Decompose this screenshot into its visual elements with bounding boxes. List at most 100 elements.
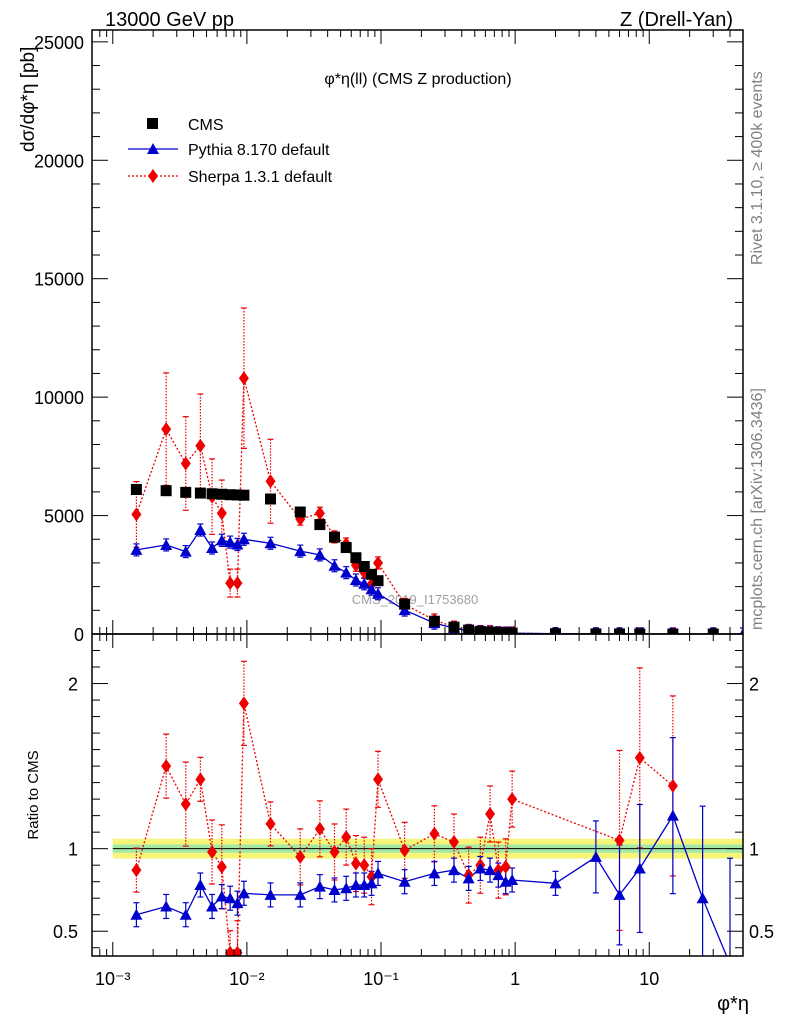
cms-point — [372, 575, 384, 587]
pythia-ratio-point — [215, 890, 228, 902]
pythia-point — [349, 573, 362, 585]
cms-point — [329, 531, 341, 543]
pythia-ratio-point — [462, 872, 475, 884]
pythia-ratio-point — [237, 887, 250, 899]
sherpa-ratio-point — [366, 869, 377, 884]
cms-point — [160, 485, 172, 497]
pythia-ratio-point — [696, 892, 709, 904]
sherpa-ratio-point — [634, 750, 645, 765]
cms-point — [500, 627, 512, 634]
cms-point — [224, 489, 236, 501]
x-axis-label: φ*η — [717, 993, 749, 1015]
bottom-ylabel: Ratio to CMS — [25, 750, 42, 839]
cms-point — [634, 628, 646, 634]
top-title: φ*η(ll) (CMS Z production) — [324, 71, 511, 88]
header-right-label: Z (Drell-Yan) — [620, 9, 733, 31]
x-tick-label: 10⁻² — [229, 969, 265, 989]
legend-marker-sherpa — [148, 169, 158, 183]
cms-point — [265, 493, 277, 505]
sherpa-ratio-point — [329, 844, 340, 859]
cms-point — [399, 598, 411, 610]
header-left-label: 13000 GeV pp — [105, 9, 234, 31]
ratio-y-tick-label: 0.5 — [53, 922, 78, 942]
rivet-label: Rivet 3.1.10, ≥ 400k events — [749, 71, 766, 265]
pythia-point — [365, 583, 378, 595]
y-tick-label: 10000 — [34, 388, 84, 408]
cms-point — [358, 560, 370, 572]
pythia-point — [294, 545, 307, 557]
cms-point — [314, 519, 326, 531]
pythia-ratio-point — [160, 900, 173, 912]
y-tick-label: 25000 — [34, 33, 84, 53]
sherpa-ratio-point — [373, 772, 384, 787]
sherpa-ratio-point — [225, 945, 236, 956]
pythia-ratio-point — [447, 864, 460, 876]
pythia-ratio-point — [666, 809, 679, 821]
top-ylabel: dσ/dφ*η [pb] — [18, 47, 39, 152]
cms-point — [216, 488, 228, 500]
cms-point — [667, 628, 679, 634]
cms-point — [238, 489, 250, 501]
x-tick-label: 10 — [639, 969, 659, 989]
sherpa-point — [232, 576, 243, 591]
sherpa-ratio-point — [195, 772, 206, 787]
pythia-ratio-point — [549, 877, 562, 889]
pythia-point — [194, 524, 207, 536]
cms-point — [484, 626, 496, 634]
cms-point — [474, 625, 486, 634]
y-tick-label: 20000 — [34, 151, 84, 171]
pythia-ratio-point — [398, 875, 411, 887]
y-tick-label: 5000 — [44, 507, 84, 527]
sherpa-ratio-point — [232, 945, 243, 956]
cms-point — [294, 506, 306, 518]
cms-point — [180, 486, 192, 498]
sherpa-ratio-point — [614, 833, 625, 848]
analysis-watermark: CMS_2019_I1753680 — [352, 592, 479, 607]
pythia-ratio-point — [474, 862, 487, 874]
pythia-ratio-point — [264, 888, 277, 900]
legend-label-pythia: Pythia 8.170 default — [188, 142, 330, 159]
pythia-point — [224, 536, 237, 548]
pythia-ratio-point — [130, 908, 143, 920]
pythia-ratio-point — [224, 892, 237, 904]
pythia-point — [313, 548, 326, 560]
sherpa-ratio-point — [359, 858, 370, 873]
top-panel-data — [130, 307, 743, 634]
pythia-ratio-point — [365, 877, 378, 889]
legend-label-sherpa: Sherpa 1.3.1 default — [188, 169, 333, 186]
pythia-ratio-point — [506, 874, 519, 886]
cms-point — [428, 615, 440, 627]
sherpa-point — [180, 456, 191, 471]
legend-label-cms: CMS — [188, 117, 224, 134]
ratio-panel-data — [130, 660, 734, 956]
pythia-ratio-point — [589, 850, 602, 862]
pythia-point — [160, 538, 173, 550]
pythia-ratio-point — [484, 864, 497, 876]
sherpa-ratio-point — [161, 759, 172, 774]
pythia-point — [237, 533, 250, 545]
ratio-y-tick-label-right: 0.5 — [749, 922, 774, 942]
sherpa-ratio-point — [429, 826, 440, 841]
pythia-ratio-point — [179, 908, 192, 920]
ratio-band — [112, 838, 743, 859]
sherpa-ratio-point — [216, 859, 227, 874]
sherpa-ratio-point — [448, 835, 459, 850]
pythia-point — [358, 577, 371, 589]
pythia-point — [328, 559, 341, 571]
sherpa-point — [373, 555, 384, 570]
cms-point — [350, 552, 362, 564]
sherpa-ratio-point — [180, 797, 191, 812]
pythia-ratio-point — [613, 888, 626, 900]
x-tick-label: 10⁻¹ — [363, 969, 399, 989]
sherpa-ratio-point — [314, 821, 325, 836]
cms-point — [506, 627, 518, 634]
pythia-point — [264, 537, 277, 549]
sherpa-ratio-point — [667, 778, 678, 793]
sherpa-point — [131, 507, 142, 522]
sherpa-point — [314, 506, 325, 521]
legend: CMS Pythia 8.170 default Sherpa 1.3.1 de… — [128, 117, 333, 186]
pythia-point — [739, 627, 743, 634]
sherpa-ratio-point — [399, 843, 410, 858]
sherpa-ratio-point — [485, 806, 496, 821]
cms-point — [231, 489, 243, 501]
